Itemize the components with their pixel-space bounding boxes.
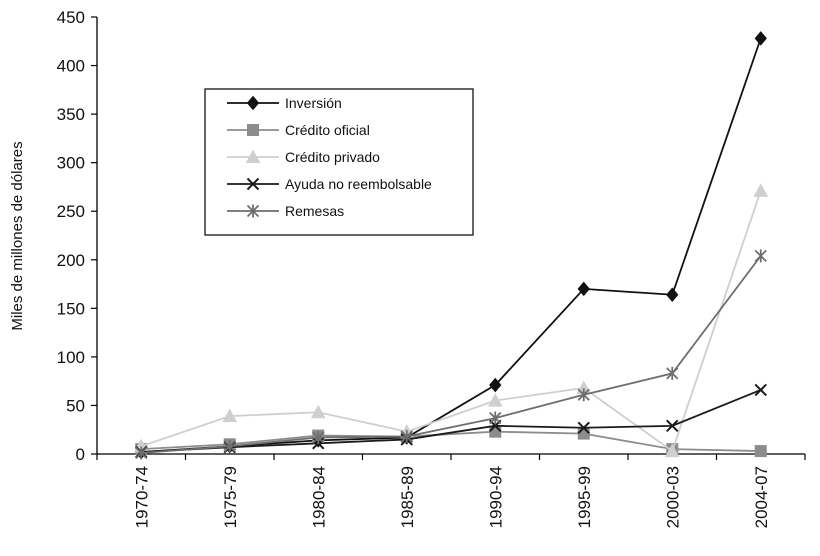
x-tick-label: 1980-84: [309, 466, 328, 528]
x-axis: 1970-74 1975-79 1980-84 1985-89 1990-94 1995-…: [96, 453, 806, 528]
x-tick-label: 1970-74: [132, 466, 151, 528]
x-tick-label: 1990-94: [486, 466, 505, 528]
data-point: [666, 366, 679, 380]
legend-item: Inversión: [227, 95, 342, 111]
data-point: [489, 425, 502, 438]
y-tick-label: 200: [57, 251, 85, 270]
legend-label: Remesas: [285, 203, 344, 219]
data-point: [400, 430, 413, 444]
data-point: [222, 408, 238, 423]
series-group: [133, 31, 769, 460]
data-point: [664, 443, 680, 458]
data-point: [135, 446, 148, 460]
legend-item: Crédito privado: [227, 149, 380, 165]
y-tick-label: 350: [57, 105, 85, 124]
y-axis-title: Miles de millones de dólares: [9, 141, 26, 330]
y-tick-label: 300: [57, 154, 85, 173]
legend-item: Ayuda no reembolsable: [227, 176, 432, 192]
data-point: [223, 439, 236, 453]
legend-item: Crédito oficial: [227, 122, 370, 138]
data-point: [754, 383, 767, 397]
x-tick-label: 2004-07: [752, 466, 771, 528]
legend: Inversión Crédito oficial Crédito privado A…: [204, 88, 474, 236]
y-tick-label: 150: [57, 299, 85, 318]
y-tick-label: 400: [57, 57, 85, 76]
data-point: [754, 249, 767, 263]
y-tick-label: 100: [57, 348, 85, 367]
y-tick-label: 0: [76, 445, 85, 464]
series-line: [140, 190, 762, 453]
data-point: [246, 95, 260, 111]
x-tick-label: 1985-89: [398, 466, 417, 528]
y-tick-label: 250: [57, 202, 85, 221]
y-tick-label: 450: [57, 8, 85, 27]
data-point: [577, 281, 590, 297]
series-line: [141, 389, 762, 453]
legend-label: Ayuda no reembolsable: [285, 176, 432, 192]
legend-item: Remesas: [227, 203, 344, 219]
data-point: [754, 31, 767, 46]
data-point: [487, 393, 503, 407]
x-tick-label: 1995-99: [575, 466, 594, 528]
y-axis: 0 50 100 150 200 250 300 350 400 450: [57, 8, 98, 464]
data-point: [577, 427, 590, 440]
data-point: [246, 204, 260, 218]
legend-label: Crédito privado: [285, 149, 380, 165]
data-point: [246, 177, 260, 191]
y-tick-label: 50: [66, 396, 85, 415]
data-point: [247, 124, 259, 136]
data-point: [245, 149, 261, 163]
x-tick-label: 2000-03: [663, 466, 682, 528]
data-point: [489, 411, 502, 425]
data-point: [312, 430, 325, 444]
data-point: [753, 183, 769, 197]
data-point: [754, 445, 767, 458]
data-point: [577, 421, 590, 434]
data-point: [489, 377, 502, 393]
legend-label: Crédito oficial: [285, 122, 370, 138]
data-point: [310, 404, 326, 419]
data-point: [666, 419, 679, 433]
x-tick-label: 1975-79: [221, 466, 240, 528]
legend-label: Inversión: [285, 95, 342, 111]
series-line: [141, 430, 761, 452]
data-point: [666, 287, 679, 303]
series-line: [141, 255, 762, 454]
series-remesas: [135, 249, 767, 460]
data-point: [577, 388, 590, 402]
